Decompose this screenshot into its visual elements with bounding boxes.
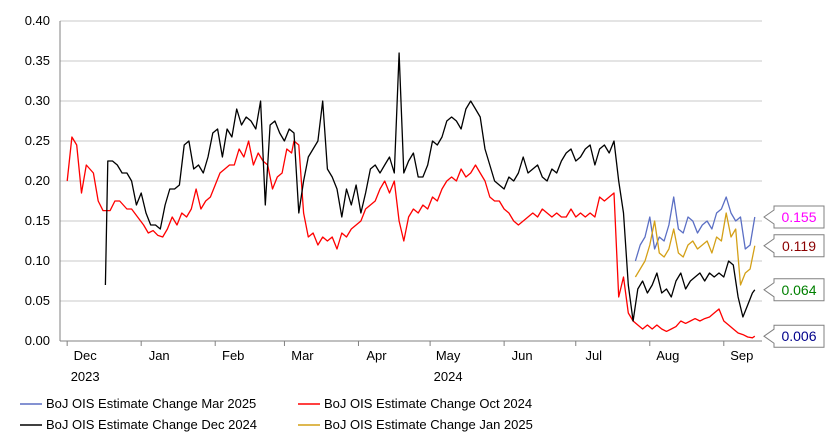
gridlines	[60, 20, 762, 342]
x-tick-label: Jun	[512, 348, 533, 363]
series-lines	[66, 52, 756, 339]
series-line	[634, 212, 756, 286]
legend-label: BoJ OIS Estimate Change Oct 2024	[324, 396, 532, 411]
series-line	[634, 196, 756, 262]
y-tick-label: 0.20	[25, 173, 50, 188]
y-tick-label: 0.40	[25, 13, 50, 28]
x-tick-label: Dec	[74, 348, 98, 363]
x-tick-year-label: 2024	[434, 369, 463, 384]
end-label-box	[763, 205, 825, 229]
end-value-label: 0.119	[782, 238, 816, 254]
legend-label: BoJ OIS Estimate Change Jan 2025	[324, 417, 533, 432]
x-tick-label: Mar	[291, 348, 314, 363]
y-tick-label: 0.25	[25, 133, 50, 148]
x-tick-year-label: 2023	[71, 369, 100, 384]
x-tick-label: Jul	[585, 348, 602, 363]
legend-label: BoJ OIS Estimate Change Dec 2024	[46, 417, 257, 432]
end-value-label: 0.064	[781, 282, 816, 298]
y-tick-label: 0.00	[25, 333, 50, 348]
y-tick-label: 0.05	[25, 293, 50, 308]
end-label-box	[763, 278, 825, 302]
x-tick-label: Aug	[656, 348, 679, 363]
x-tick-label: Apr	[366, 348, 387, 363]
series-line	[66, 136, 756, 339]
x-tick-label: Feb	[222, 348, 244, 363]
x-tick-label: Jan	[149, 348, 170, 363]
x-tick-label: May	[436, 348, 461, 363]
end-labels: 0.064 0.155 0.119 0.006	[763, 205, 825, 348]
legend-label: BoJ OIS Estimate Change Mar 2025	[46, 396, 256, 411]
y-tick-label: 0.30	[25, 93, 50, 108]
y-tick-label: 0.15	[25, 213, 50, 228]
end-value-label: 0.155	[781, 209, 816, 225]
y-tick-label: 0.10	[25, 253, 50, 268]
x-tick-label: Sep	[730, 348, 753, 363]
legend: BoJ OIS Estimate Change Mar 2025 BoJ OIS …	[20, 396, 533, 432]
series-line	[104, 52, 756, 322]
axes: 0.00 0.05 0.10 0.15 0.20 0.25 0.30 0.35 0.40 Dec 2…	[25, 13, 762, 384]
y-tick-label: 0.35	[25, 53, 50, 68]
end-label-box	[763, 324, 825, 348]
end-value-label: 0.006	[781, 328, 816, 344]
end-label-box	[763, 234, 825, 258]
